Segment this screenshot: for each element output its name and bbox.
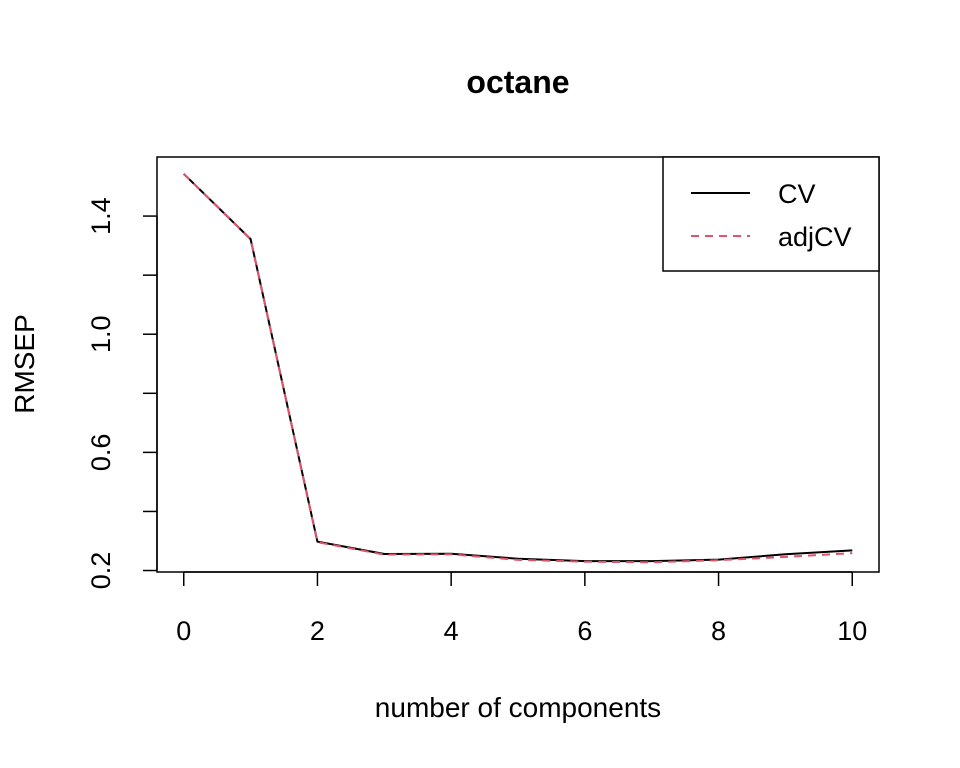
y-axis-label: RMSEP <box>9 314 40 414</box>
legend: CV adjCV <box>662 156 880 272</box>
series-layer <box>183 173 853 564</box>
x-tick-label: 6 <box>577 616 592 646</box>
y-axis: 0.2 0.6 1.0 1.4 <box>86 197 158 590</box>
x-tick-label: 4 <box>444 616 459 646</box>
x-tick-label: 0 <box>176 616 191 646</box>
legend-label-cv: CV <box>778 179 816 209</box>
x-axis-label: number of components <box>375 692 661 723</box>
y-tick-label: 0.2 <box>86 552 116 590</box>
x-axis: 0 2 4 6 8 10 <box>176 571 867 646</box>
legend-label-adjcv: adjCV <box>778 222 852 252</box>
legend-box <box>662 156 880 272</box>
y-tick-label: 1.4 <box>86 197 116 235</box>
y-tick-label: 0.6 <box>86 434 116 472</box>
chart-title: octane <box>466 64 569 100</box>
x-tick-label: 8 <box>711 616 726 646</box>
x-tick-label: 10 <box>837 616 867 646</box>
x-tick-label: 2 <box>310 616 325 646</box>
series-line-adjcv <box>183 173 853 564</box>
y-tick-label: 1.0 <box>86 315 116 353</box>
